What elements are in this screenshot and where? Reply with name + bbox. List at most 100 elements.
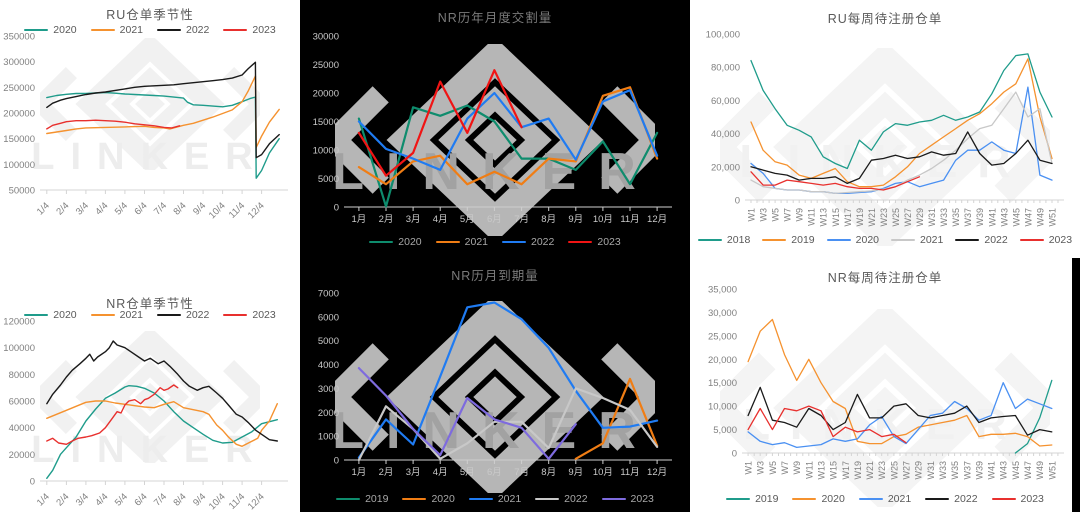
legend-label: 2022 [954,493,978,505]
svg-text:200000: 200000 [3,109,35,120]
svg-text:6/4: 6/4 [132,491,149,508]
legend-item: 2023 [568,236,621,248]
svg-text:W31: W31 [926,461,936,480]
svg-text:2月: 2月 [379,467,394,478]
svg-text:W15: W15 [829,461,839,480]
svg-text:4月: 4月 [433,214,448,225]
svg-text:W5: W5 [768,461,778,475]
legend-swatch [157,314,181,316]
svg-text:W17: W17 [843,208,853,227]
svg-text:W39: W39 [975,208,985,227]
svg-text:W21: W21 [867,208,877,227]
legend: 2020 2021 2022 2023 [0,309,300,321]
legend-swatch [762,239,787,241]
svg-text:100,000: 100,000 [706,30,740,41]
svg-text:W37: W37 [963,208,973,227]
chart-nr-warehouse-seasonality: LINKER 120000 100000 80000 60000 40000 20000 0… [0,285,300,512]
svg-text:15000: 15000 [313,117,339,128]
svg-text:20000: 20000 [313,89,339,100]
legend-label: 2023 [597,236,621,248]
svg-text:40000: 40000 [9,423,35,434]
svg-text:9月: 9月 [568,214,583,225]
svg-text:7/4: 7/4 [152,200,169,217]
legend-label: 2021 [119,24,143,36]
legend-label: 2023 [252,309,276,321]
legend: 2019 2020 2021 2022 2023 [300,493,690,505]
chart-nr-weekly-pending-registration: LINKER 35,000 30,000 25,000 20,000 15,000 10,… [690,255,1080,512]
svg-text:W39: W39 [974,461,984,480]
svg-text:0: 0 [334,456,339,467]
legend-item: 2020 [369,236,422,248]
svg-text:250000: 250000 [3,83,35,94]
svg-text:W25: W25 [891,208,901,227]
legend-swatch [568,241,593,243]
svg-text:2月: 2月 [379,214,394,225]
svg-text:0: 0 [334,203,339,214]
svg-text:W47: W47 [1023,461,1033,480]
chart-ru-weekly-pending-registration: LINKER 100,000 80,000 60,000 40,000 20,000 0 W… [690,0,1080,250]
svg-text:11/4: 11/4 [227,200,247,220]
legend-label: 2018 [726,234,751,246]
legend-label: 2023 [1020,493,1044,505]
svg-text:W7: W7 [783,208,793,222]
svg-text:12月: 12月 [647,467,667,478]
svg-text:9/4: 9/4 [191,200,208,217]
legend-item: 2021 [90,24,143,36]
legend-item: 2022 [955,234,1008,246]
legend-item: 2021 [891,234,943,246]
svg-text:10/4: 10/4 [207,491,228,512]
legend-swatch [402,498,427,500]
svg-text:8月: 8月 [541,214,556,225]
svg-text:5月: 5月 [460,467,475,478]
svg-text:3000: 3000 [318,384,339,395]
chart-title: NR仓单季节性 [106,297,194,311]
legend-label: 2021 [119,309,143,321]
svg-text:1/4: 1/4 [35,491,52,508]
svg-text:300000: 300000 [3,57,35,68]
legend-label: 2019 [365,493,389,505]
svg-text:W43: W43 [999,208,1009,227]
chart-title: RU仓单季节性 [106,8,194,22]
svg-text:W1: W1 [747,208,757,222]
svg-text:W41: W41 [987,208,997,227]
legend-swatch [601,498,626,500]
svg-text:5000: 5000 [318,174,339,185]
svg-text:W51: W51 [1048,208,1058,227]
chart-title: NR每周待注册仓单 [827,271,943,285]
svg-text:5/4: 5/4 [113,200,130,217]
svg-text:1月: 1月 [352,467,367,478]
svg-text:3月: 3月 [406,467,421,478]
svg-text:11月: 11月 [620,467,639,478]
legend-label: 2020 [53,309,77,321]
svg-text:2/4: 2/4 [54,491,71,508]
svg-text:7月: 7月 [514,214,529,225]
legend-swatch [858,498,883,500]
legend-swatch [891,239,915,241]
legend-item: 2022 [157,24,209,36]
legend-label: 2022 [186,309,210,321]
svg-text:W13: W13 [819,208,829,227]
legend-swatch [24,314,49,316]
legend-item: 2018 [697,234,751,246]
legend-swatch [697,239,722,241]
svg-text:20,000: 20,000 [711,162,740,173]
svg-text:W17: W17 [841,461,851,480]
svg-text:5000: 5000 [318,336,339,347]
svg-text:20,000: 20,000 [708,355,737,366]
legend-label: 2021 [887,493,912,505]
legend-swatch [468,498,493,500]
legend-label: 2021 [920,234,944,246]
svg-text:15,000: 15,000 [708,378,737,389]
svg-text:6000: 6000 [318,312,339,323]
svg-text:W7: W7 [780,461,790,475]
svg-text:2/4: 2/4 [54,200,71,217]
legend-label: 2019 [791,234,815,246]
svg-text:0: 0 [30,477,35,488]
svg-text:6/4: 6/4 [132,200,149,217]
svg-text:W47: W47 [1023,208,1033,227]
svg-text:7/4: 7/4 [152,491,169,508]
svg-text:W9: W9 [792,461,802,475]
svg-text:35,000: 35,000 [708,285,737,296]
legend-item: 2020 [24,24,77,36]
